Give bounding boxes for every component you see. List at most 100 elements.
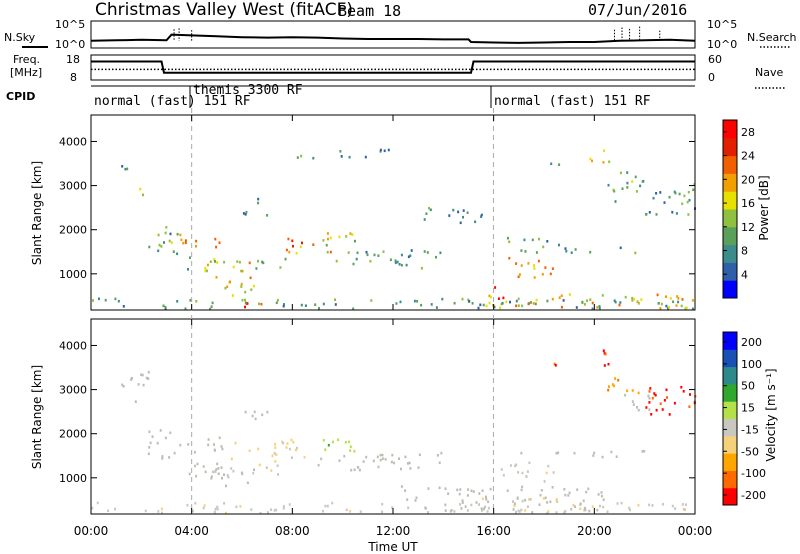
scatter-cell xyxy=(621,187,624,190)
scatter-cell xyxy=(668,195,671,199)
scatter-cell xyxy=(377,254,380,257)
scatter-cell xyxy=(206,263,209,267)
scatter-cell xyxy=(515,262,518,265)
scatter-cell xyxy=(459,221,462,225)
scatter-cell xyxy=(655,192,658,195)
scatter-cell xyxy=(148,446,151,449)
scatter-cell xyxy=(218,241,221,244)
scatter-cell xyxy=(601,294,604,297)
scatter-cell xyxy=(137,383,140,386)
scatter-cell xyxy=(528,461,531,465)
scatter-cell xyxy=(558,296,561,299)
scatter-cell xyxy=(651,396,654,400)
scatter-cell xyxy=(613,299,616,302)
colorbar-tick-label: 8 xyxy=(741,245,748,258)
scatter-cell xyxy=(334,298,336,301)
scatter-cell xyxy=(583,508,586,512)
scatter-cell xyxy=(396,260,399,264)
scatter-cell xyxy=(619,301,622,304)
scatter-cell xyxy=(680,304,683,308)
scatter-cell xyxy=(358,468,361,472)
freq-label-line1: Freq. xyxy=(13,53,40,66)
scatter-cell xyxy=(376,455,379,459)
scatter-cell xyxy=(349,510,352,513)
scatter-cell xyxy=(91,506,94,510)
velocity-y-label: Slant Range [km] xyxy=(30,365,44,469)
scatter-cell xyxy=(587,487,590,491)
scatter-cell xyxy=(668,413,671,416)
scatter-cell xyxy=(678,192,681,196)
scatter-cell xyxy=(599,504,601,508)
scatter-cell xyxy=(274,460,277,463)
scatter-cell xyxy=(326,232,329,235)
scatter-cell xyxy=(513,502,516,505)
scatter-cell xyxy=(215,276,218,279)
scatter-cell xyxy=(191,509,194,513)
scatter-cell xyxy=(499,306,502,310)
scatter-cell xyxy=(334,303,337,306)
nave-tick-bottom: 0 xyxy=(708,71,715,84)
scatter-cell xyxy=(228,280,231,284)
scatter-cell xyxy=(619,171,622,175)
scatter-cell xyxy=(645,406,648,409)
cpid-mode-3: normal (fast) 151 RF xyxy=(494,94,651,109)
scatter-cell xyxy=(542,245,545,249)
scatter-cell xyxy=(651,504,654,507)
scatter-cell xyxy=(270,469,273,472)
scatter-cell xyxy=(648,397,651,400)
scatter-cell xyxy=(338,235,341,239)
scatter-cell xyxy=(574,248,577,251)
scatter-cell xyxy=(480,507,483,510)
scatter-cell xyxy=(359,510,362,513)
scatter-cell xyxy=(126,167,129,171)
power-y-label: Slant Range [km] xyxy=(30,161,44,265)
scatter-cell xyxy=(398,263,401,266)
scatter-cell xyxy=(240,282,243,286)
date-label: 07/Jun/2016 xyxy=(588,1,687,19)
scatter-cell xyxy=(230,457,233,461)
scatter-cell xyxy=(253,468,255,472)
scatter-cell xyxy=(441,297,444,301)
scatter-cell xyxy=(214,507,217,511)
scatter-cell xyxy=(252,284,255,288)
scatter-cell xyxy=(528,498,531,501)
scatter-cell xyxy=(563,511,566,514)
scatter-cell xyxy=(556,500,559,503)
scatter-cell xyxy=(515,463,518,467)
colorbar-tick-label: -200 xyxy=(741,489,766,502)
scatter-cell xyxy=(586,299,589,302)
scatter-cell xyxy=(250,508,253,511)
scatter-cell xyxy=(653,392,656,395)
scatter-cell xyxy=(520,249,523,252)
scatter-cell xyxy=(148,245,151,249)
scatter-cell xyxy=(542,497,545,500)
scatter-cell xyxy=(492,304,495,307)
scatter-cell xyxy=(250,288,253,291)
power-colorbar: 4 8 12 16 20 24 28 xyxy=(722,119,755,299)
scatter-cell xyxy=(617,378,620,382)
scatter-cell xyxy=(210,305,213,308)
scatter-cell xyxy=(121,165,124,168)
scatter-cell xyxy=(479,303,482,307)
colorbar-frame xyxy=(722,119,738,299)
scatter-cell xyxy=(681,202,684,206)
scatter-cell xyxy=(546,501,549,504)
scatter-cell xyxy=(517,304,520,307)
scatter-cell xyxy=(478,503,480,506)
scatter-cell xyxy=(509,300,511,304)
scatter-cell xyxy=(584,508,587,512)
scatter-cell xyxy=(161,455,164,458)
scatter-cell xyxy=(583,303,586,306)
scatter-cell xyxy=(669,297,672,300)
colorbar-tick-label: -100 xyxy=(741,467,766,480)
scatter-cell xyxy=(515,299,518,303)
scatter-cell xyxy=(187,443,190,446)
scatter-cell xyxy=(655,408,658,412)
scatter-cell xyxy=(176,300,179,303)
scatter-cell xyxy=(211,301,214,305)
scatter-cell xyxy=(162,304,165,308)
scatter-cell xyxy=(300,154,303,158)
scatter-cell xyxy=(485,495,487,499)
scatter-cell xyxy=(329,236,332,240)
scatter-cell xyxy=(408,461,411,465)
